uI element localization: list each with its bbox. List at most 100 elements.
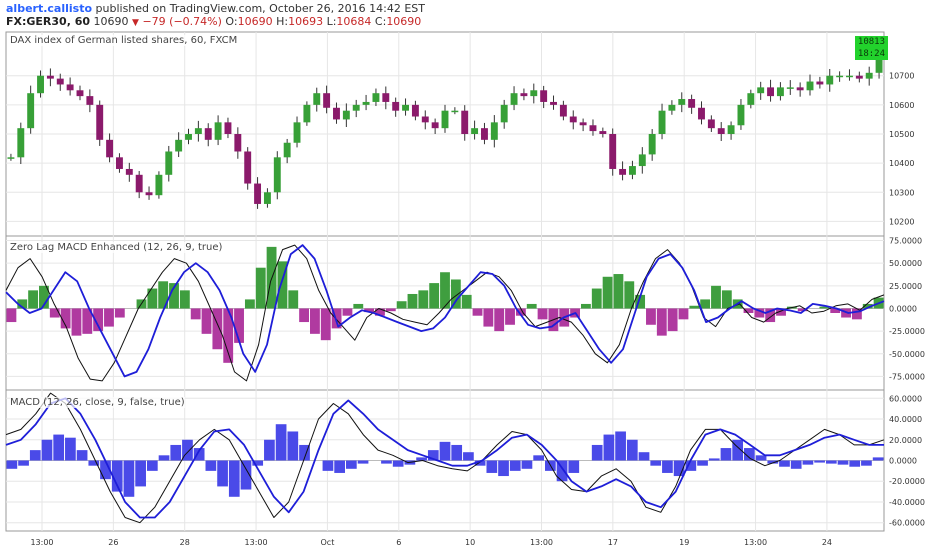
candle-body <box>352 104 360 111</box>
candle-body <box>628 166 636 175</box>
histogram-bar <box>100 460 111 480</box>
histogram-bar <box>656 308 667 336</box>
histogram-bar <box>60 308 71 329</box>
histogram-bar <box>205 460 217 471</box>
histogram-bar <box>381 460 392 464</box>
x-tick-label: 13:00 <box>245 538 268 547</box>
histogram-bar <box>234 308 244 343</box>
candle-body <box>776 87 784 97</box>
histogram-bar <box>217 460 228 487</box>
histogram-bar <box>385 308 396 312</box>
symbol-label[interactable]: FX:GER30, 60 <box>6 15 91 28</box>
histogram-bar <box>624 281 635 309</box>
candle-body <box>56 78 64 85</box>
histogram-bar <box>591 288 602 309</box>
histogram-bar <box>345 460 357 469</box>
signal-line <box>5 397 884 519</box>
histogram-bar <box>41 439 53 461</box>
histogram-bar <box>18 460 29 466</box>
histogram-bar <box>111 460 123 492</box>
candle-body <box>115 157 123 169</box>
histogram-bar <box>830 308 841 313</box>
histogram-bar <box>169 283 179 309</box>
candle-body <box>106 139 114 158</box>
histogram-bar <box>521 460 533 469</box>
candle-body <box>224 122 232 134</box>
x-tick-label: 13:00 <box>530 538 553 547</box>
histogram-bar <box>797 308 808 312</box>
histogram-bar <box>474 460 486 466</box>
candle-body <box>865 72 873 79</box>
price-pane-title: DAX index of German listed shares, 60, F… <box>10 35 238 46</box>
candle-body <box>767 87 775 97</box>
candle-body <box>185 134 192 140</box>
candle-body <box>619 168 627 175</box>
histogram-bar <box>357 460 369 464</box>
histogram-bar <box>396 301 407 309</box>
candle-body <box>145 192 153 196</box>
histogram-bar <box>49 308 60 318</box>
histogram-bar <box>515 308 526 316</box>
author-link[interactable]: albert.callisto <box>6 2 93 15</box>
histogram-bar <box>849 460 861 467</box>
candle-body <box>786 87 794 89</box>
candle-body <box>165 151 173 175</box>
histogram-bar <box>39 285 49 309</box>
candle-body <box>737 104 745 126</box>
candle-body <box>589 125 597 132</box>
candle-body <box>342 110 350 120</box>
y-tick-label: 50.0000 <box>889 259 922 268</box>
histogram-bar <box>819 306 830 309</box>
histogram-bar <box>123 460 135 497</box>
x-tick-label: 26 <box>108 538 118 547</box>
histogram-bar <box>689 305 700 309</box>
histogram-bar <box>685 460 697 471</box>
histogram-bar <box>851 308 862 320</box>
histogram-bar <box>872 457 884 461</box>
candle-body <box>234 134 242 152</box>
histogram-bar <box>439 441 451 461</box>
candle-body <box>599 131 607 134</box>
histogram-bar <box>711 285 721 309</box>
low-value: 10684 <box>336 15 372 28</box>
close-label: C: <box>374 15 387 28</box>
candle-body <box>510 93 518 105</box>
histogram-bar <box>240 460 252 490</box>
histogram-bar <box>275 424 287 461</box>
candle-body <box>471 128 479 134</box>
x-tick-label: 10 <box>465 538 475 547</box>
histogram-bar <box>331 308 342 329</box>
candle-body <box>46 75 54 79</box>
bar-time-badge: 18:24 <box>854 48 888 60</box>
histogram-bar <box>700 299 711 309</box>
candle-body <box>451 110 459 113</box>
histogram-bar <box>861 460 872 466</box>
y-tick-label: 0.0000 <box>889 457 917 466</box>
histogram-bar <box>407 293 418 309</box>
histogram-bar <box>776 308 786 316</box>
histogram-bar <box>416 457 427 461</box>
candle-body <box>135 174 143 193</box>
candle-body <box>175 139 183 152</box>
histogram-bar <box>626 439 638 461</box>
y-tick-label: 0.0000 <box>889 304 917 313</box>
y-tick-label: -60.0000 <box>889 519 925 528</box>
y-tick-label: 10400 <box>889 159 914 168</box>
candle-body <box>836 75 844 78</box>
candle-body <box>826 75 834 85</box>
candle-body <box>461 110 469 134</box>
last-price: 10690 <box>93 15 129 28</box>
histogram-bar <box>170 444 182 461</box>
histogram-bar <box>53 434 65 461</box>
histogram-bar <box>526 303 537 309</box>
signal-line <box>5 244 885 378</box>
y-tick-label: 20.0000 <box>889 436 922 445</box>
histogram-bar <box>353 303 364 309</box>
histogram-bar <box>6 460 18 469</box>
candle-body <box>214 122 222 140</box>
x-tick-label: 13:00 <box>30 538 53 547</box>
candle-body <box>559 104 567 117</box>
histogram-bar <box>744 448 755 461</box>
candle-body <box>747 93 755 105</box>
